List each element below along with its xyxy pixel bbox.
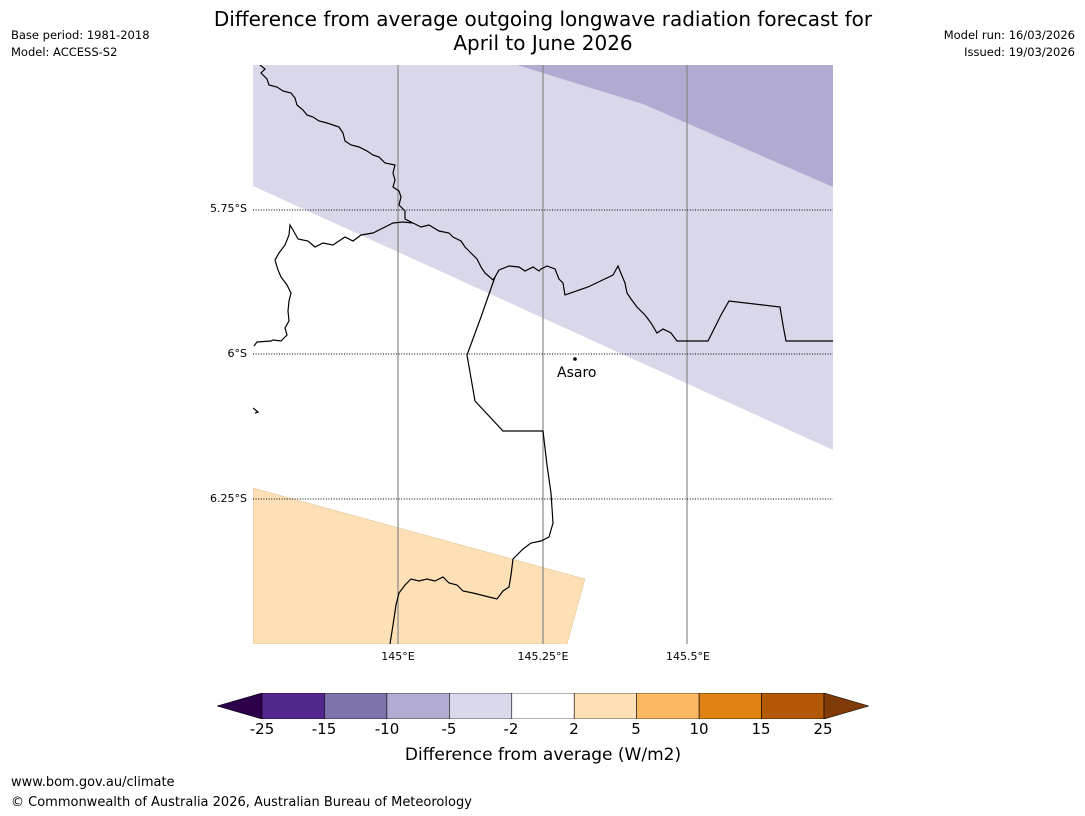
asaro-marker xyxy=(573,357,577,361)
colorbar-segment-1 xyxy=(324,692,388,720)
metadata-left: Base period: 1981-2018 Model: ACCESS-S2 xyxy=(11,27,150,61)
colorbar-extend-high xyxy=(823,692,871,720)
colorbar-segment-4 xyxy=(511,692,575,720)
colorbar-segment-2 xyxy=(386,692,450,720)
colorbar-segment-7 xyxy=(698,692,762,720)
colorbar-tick-2: -10 xyxy=(374,720,400,738)
coastline-south-west-stub xyxy=(253,407,260,414)
colorbar-svg xyxy=(215,692,871,720)
colorbar-tick-3: -5 xyxy=(441,720,457,738)
lon-label-145-5: 145.5°E xyxy=(666,650,710,663)
footer-url: www.bom.gov.au/climate xyxy=(11,775,175,790)
colorbar-tick-6: 5 xyxy=(631,720,641,738)
colorbar-tick-5: 2 xyxy=(569,720,579,738)
lat-label-6-25: 6.25°S xyxy=(210,492,247,505)
lat-label-6: 6°S xyxy=(227,347,247,360)
lon-label-145: 145°E xyxy=(381,650,415,663)
coastline-north xyxy=(259,65,414,224)
colorbar-tick-4: -2 xyxy=(503,720,519,738)
colorbar-segment-6 xyxy=(636,692,700,720)
chart-title: Difference from average outgoing longwav… xyxy=(143,7,943,55)
colorbar-tick-7: 10 xyxy=(689,720,709,738)
title-line-1: Difference from average outgoing longwav… xyxy=(213,7,873,31)
colorbar-tick-8: 15 xyxy=(751,720,771,738)
colorbar-title: Difference from average (W/m2) xyxy=(404,745,682,765)
colorbar-segment-8 xyxy=(761,692,825,720)
colorbar-segment-0 xyxy=(261,692,325,720)
colorbar-tick-0: -25 xyxy=(249,720,275,738)
model-name: Model: ACCESS-S2 xyxy=(11,45,118,59)
place-label-asaro: Asaro xyxy=(557,365,597,381)
lon-label-145-25: 145.25°E xyxy=(517,650,569,663)
region-light-orange xyxy=(253,487,586,644)
coastline-peninsula xyxy=(253,221,414,347)
colorbar-tick-1: -15 xyxy=(311,720,337,738)
title-line-2: April to June 2026 xyxy=(453,31,633,55)
lat-label-5-75: 5.75°S xyxy=(210,202,247,215)
colorbar-segment-5 xyxy=(573,692,637,720)
base-period: Base period: 1981-2018 xyxy=(11,28,150,42)
issued-date: Issued: 19/03/2026 xyxy=(964,45,1075,59)
colorbar-segment-3 xyxy=(449,692,513,720)
map-svg xyxy=(253,65,833,644)
province-border xyxy=(389,276,554,644)
map-panel xyxy=(253,65,833,644)
coastline-east xyxy=(412,222,833,342)
footer-copyright: © Commonwealth of Australia 2026, Austra… xyxy=(11,795,472,810)
colorbar-extend-low xyxy=(215,692,263,720)
model-run: Model run: 16/03/2026 xyxy=(943,28,1075,42)
colorbar-tick-9: 25 xyxy=(813,720,833,738)
colorbar xyxy=(215,692,871,720)
region-medium-purple xyxy=(517,65,833,187)
metadata-right: Model run: 16/03/2026 Issued: 19/03/2026 xyxy=(944,27,1075,61)
